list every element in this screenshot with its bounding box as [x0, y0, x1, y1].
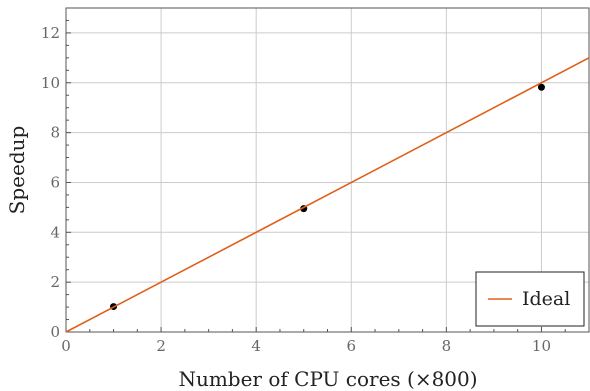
legend: Ideal — [475, 271, 585, 327]
data-point — [537, 83, 545, 91]
x-tick-label: 6 — [346, 337, 356, 355]
x-tick-label: 0 — [61, 337, 71, 355]
x-tick-label: 4 — [251, 337, 261, 355]
y-tick-label: 0 — [50, 323, 60, 341]
y-tick-label: 8 — [50, 124, 60, 142]
x-tick-label: 8 — [442, 337, 452, 355]
y-axis-title: Speedup — [5, 126, 29, 215]
ideal-line — [65, 57, 590, 333]
x-axis-title: Number of CPU cores (×800) — [178, 367, 477, 391]
y-tick-label: 6 — [50, 173, 60, 191]
y-tick-label: 10 — [41, 74, 60, 92]
y-tick-label: 4 — [50, 223, 60, 241]
x-tick-label: 10 — [532, 337, 551, 355]
grid-lines — [65, 8, 589, 333]
y-tick-label: 2 — [50, 273, 60, 291]
x-tick-label: 2 — [156, 337, 166, 355]
y-tick-label: 12 — [41, 24, 60, 42]
data-series — [65, 57, 590, 333]
legend-label-ideal: Ideal — [522, 288, 570, 310]
tick-labels: 0 2 4 6 8 10 0 2 4 6 8 10 12 — [41, 7, 590, 355]
